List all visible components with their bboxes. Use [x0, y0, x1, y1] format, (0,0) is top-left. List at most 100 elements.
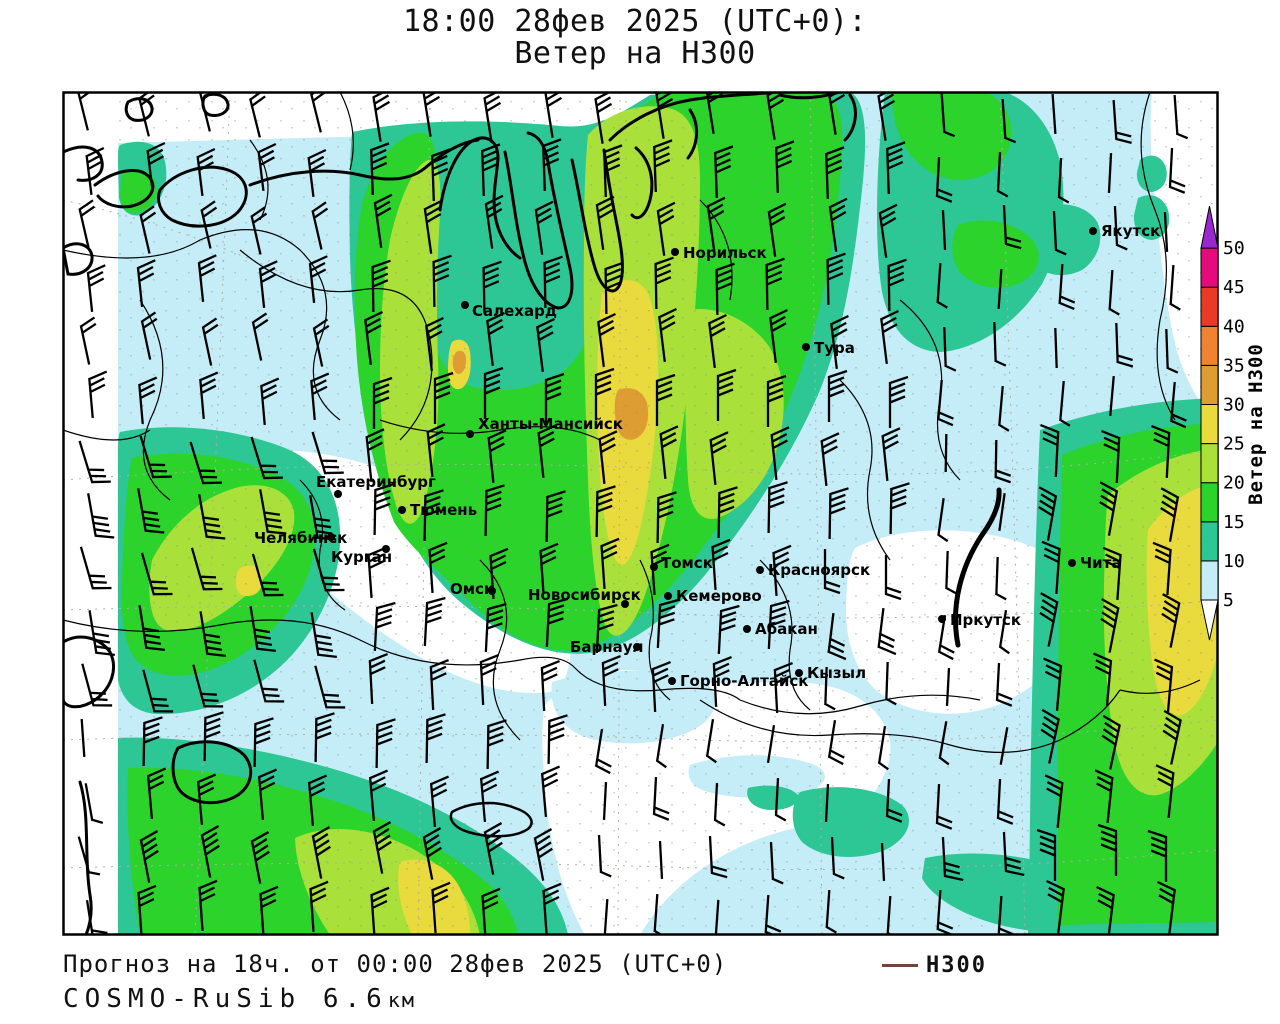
wind-barb	[139, 435, 172, 479]
wind-barb	[307, 148, 327, 197]
wind-barb	[198, 494, 226, 540]
wind-barb	[199, 92, 216, 132]
wind-barb	[486, 311, 505, 366]
wind-barb	[600, 537, 620, 590]
wind-barb	[314, 665, 346, 709]
wind-barb	[425, 713, 446, 764]
city-dot	[398, 506, 406, 514]
wind-barb	[885, 661, 897, 706]
wind-barb	[650, 543, 670, 596]
wind-barb	[998, 610, 1010, 655]
wind-barb	[375, 718, 396, 769]
colorbar-segment	[1200, 560, 1219, 601]
city-dot	[650, 563, 658, 571]
wind-barb	[1157, 880, 1176, 935]
wind-barb	[1094, 769, 1114, 823]
wind-barb	[431, 148, 451, 202]
wind-barb	[1043, 657, 1063, 712]
wind-barb	[1040, 424, 1060, 478]
wind-barb	[659, 425, 679, 479]
wind-barb	[773, 662, 793, 714]
wind-barb	[706, 196, 726, 251]
colorbar-under-arrow	[1200, 599, 1219, 641]
wind-barb	[1168, 147, 1186, 194]
wind-barb	[314, 712, 335, 763]
city-dot	[938, 615, 946, 623]
wind-barb	[432, 254, 452, 308]
wind-barb	[200, 825, 220, 878]
wind-barb	[250, 206, 268, 255]
colorbar-tick-label: 20	[1223, 473, 1245, 494]
wind-barb	[1001, 98, 1017, 144]
wind-barb	[887, 258, 907, 312]
wind-barb	[542, 138, 562, 192]
city-label: Салехард	[472, 302, 557, 320]
wind-barb	[705, 719, 717, 764]
wind-barb	[1052, 210, 1067, 256]
wind-barb	[425, 316, 444, 371]
wind-barb	[827, 720, 845, 766]
wind-barb	[140, 552, 173, 596]
wind-barb	[307, 774, 328, 827]
wind-barb	[1115, 322, 1134, 368]
wind-barb	[486, 719, 507, 770]
wind-barb	[824, 666, 836, 711]
colorbar-over-arrow	[1200, 206, 1219, 249]
wind-barb	[935, 783, 953, 830]
wind-barb	[997, 268, 1003, 310]
wind-barb	[943, 326, 957, 372]
wind-barb	[717, 604, 740, 655]
city-markers: Норильск Тура Салехард Ханты-Мансийск Екатер…	[254, 222, 1160, 690]
wind-barb	[483, 822, 503, 875]
wind-barb	[253, 717, 274, 768]
colorbar: 5 10 15 20 25 30 35 40 45 50 Ветер на H300	[1200, 206, 1267, 641]
wind-barb	[940, 92, 956, 138]
wind-barb	[373, 601, 396, 652]
colorbar-segment	[1200, 286, 1219, 327]
wind-barb	[203, 711, 224, 762]
wind-barb	[146, 141, 166, 190]
wind-barb	[995, 556, 1007, 601]
page-title: 18:00 28фев 2025 (UTC+0): Ветер на H300	[0, 6, 1270, 69]
wind-barb	[142, 716, 163, 767]
title-field: Ветер на H300	[514, 35, 756, 71]
wind-barb	[941, 209, 947, 251]
wind-barb	[311, 431, 344, 475]
wind-barb	[370, 142, 390, 196]
wind-barb	[714, 899, 720, 935]
wind-barb	[656, 201, 676, 256]
wind-barb	[713, 782, 726, 827]
city-label: Барнаул	[570, 638, 644, 656]
city-label: Ханты-Мансийск	[478, 415, 623, 433]
city-dot	[488, 587, 496, 595]
wind-barb	[534, 200, 554, 255]
wind-barb	[824, 783, 830, 823]
wind-barb	[1002, 204, 1022, 250]
wind-barb	[543, 255, 563, 309]
wind-barb	[1101, 714, 1121, 770]
wind-barb	[137, 884, 157, 935]
wind-barb	[545, 597, 568, 648]
wind-barb	[1107, 152, 1113, 194]
wind-barb	[712, 656, 732, 708]
wind-barb	[196, 773, 217, 826]
city-dot	[621, 600, 629, 608]
wind-barb	[945, 550, 957, 595]
wind-barb	[999, 727, 1009, 765]
wind-barb	[658, 307, 677, 362]
wind-barb	[655, 92, 674, 139]
wind-barb	[830, 314, 849, 369]
city-label: Тура	[814, 339, 855, 357]
wind-barb	[250, 831, 270, 884]
wind-barb	[308, 255, 328, 304]
wind-barb	[364, 310, 383, 365]
wind-barb	[540, 765, 561, 818]
wind-barb	[138, 376, 158, 425]
wind-barb	[1036, 828, 1057, 881]
wind-barb	[426, 423, 446, 477]
wind-barb	[545, 490, 566, 543]
wind-barb	[766, 374, 787, 427]
wind-barb	[881, 427, 901, 481]
colorbar-tick-label: 5	[1223, 590, 1234, 611]
wind-barb	[422, 827, 442, 880]
